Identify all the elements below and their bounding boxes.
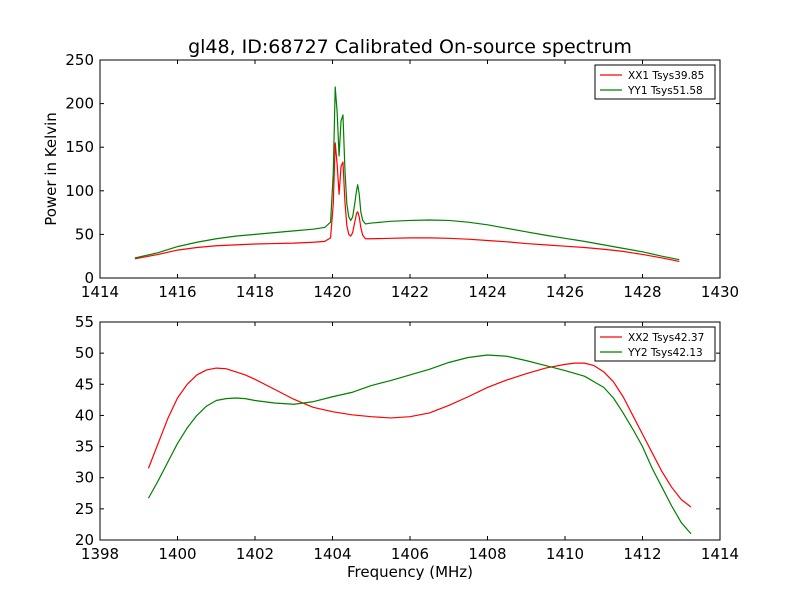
- chart-title: gl48, ID:68727 Calibrated On-source spec…: [188, 36, 632, 58]
- y-tick-label: 55: [75, 313, 94, 331]
- x-tick-label: 1416: [158, 283, 196, 301]
- y-tick-label: 50: [75, 344, 94, 362]
- y-axis-label: Power in Kelvin: [42, 112, 60, 226]
- y-tick-label: 20: [75, 531, 94, 549]
- legend-label: XX2 Tsys42.37: [628, 332, 704, 344]
- y-tick-label: 30: [75, 469, 94, 487]
- x-tick-label: 1426: [546, 283, 584, 301]
- x-tick-label: 1410: [546, 545, 584, 563]
- x-axis-label: Frequency (MHz): [347, 563, 473, 581]
- plots-container: 1414 1416 1418 1420 1422 1424 1426 1428 14300501…: [42, 51, 739, 581]
- y-tick-label: 35: [75, 438, 94, 456]
- y-tick-label: 200: [65, 95, 94, 113]
- y-tick-label: 40: [75, 406, 94, 424]
- x-tick-label: 1414: [81, 283, 119, 301]
- y-tick-label: 150: [65, 138, 94, 156]
- legend-label: YY2 Tsys42.13: [627, 347, 703, 359]
- legend-1: XX1 Tsys39.85 YY1 Tsys51.58: [594, 64, 716, 100]
- x-tick-label: 1428: [623, 283, 661, 301]
- series-line-2-2: [147, 354, 692, 535]
- legend-label: XX1 Tsys39.85: [628, 70, 704, 82]
- x-tick-label: 1418: [236, 283, 274, 301]
- y-tick-label: 45: [75, 375, 94, 393]
- x-tick-label: 1400: [158, 545, 196, 563]
- plot-1: 1414 1416 1418 1420 1422 1424 1426 1428 1430 0 50 1…: [42, 51, 739, 301]
- x-tick-label: 1408: [468, 545, 506, 563]
- y-tick-label: 250: [65, 51, 94, 69]
- x-tick-label: 1402: [236, 545, 274, 563]
- y-tick-label: 0: [84, 269, 94, 287]
- y-tick-label: 50: [75, 225, 94, 243]
- legend-label: YY1 Tsys51.58: [627, 85, 703, 97]
- legend-box: [594, 326, 716, 362]
- x-tick-label: 1406: [391, 545, 429, 563]
- x-tick-label: 1430: [701, 283, 739, 301]
- x-tick-label: 1422: [391, 283, 429, 301]
- x-tick-label: 1424: [468, 283, 506, 301]
- x-tick-label: 1420: [313, 283, 351, 301]
- x-tick-label: 1412: [623, 545, 661, 563]
- plot-2: 1398 1400 1402 1404 1406 1408 1410 1412 1414 20 25…: [75, 313, 739, 581]
- y-tick-label: 100: [65, 182, 94, 200]
- y-tick-label: 25: [75, 500, 94, 518]
- series-line-2-1: [147, 362, 692, 508]
- x-tick-label: 1398: [81, 545, 119, 563]
- legend-2: XX2 Tsys42.37 YY2 Tsys42.13: [594, 326, 716, 362]
- series-line-1-1: [134, 142, 680, 263]
- x-tick-label: 1404: [313, 545, 351, 563]
- series-line-1-2: [134, 86, 680, 261]
- x-tick-label: 1414: [701, 545, 739, 563]
- legend-box: [594, 64, 716, 100]
